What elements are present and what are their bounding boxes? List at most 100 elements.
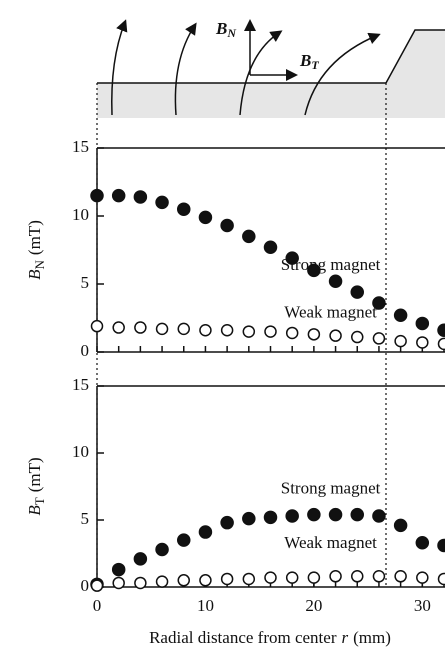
data-point — [155, 195, 169, 210]
field-arrow — [174, 22, 197, 116]
data-point — [112, 321, 125, 334]
data-point — [416, 336, 429, 349]
y-axis-label: BT (mT) — [25, 457, 47, 515]
data-point — [177, 202, 191, 216]
y-tick-label: 10 — [72, 205, 89, 224]
x-label-unit: (mm) — [353, 628, 391, 647]
data-point — [329, 570, 342, 583]
y-label-symbol: B — [25, 505, 44, 516]
data-point — [242, 572, 256, 586]
data-point — [264, 325, 277, 338]
y-label-unit: (mT) — [25, 457, 44, 492]
x-tick-label: 0 — [93, 596, 102, 615]
data-point — [415, 536, 430, 550]
y-tick-label: 15 — [72, 137, 89, 156]
y-label-symbol: B — [25, 269, 44, 280]
data-point — [242, 325, 256, 338]
data-point — [220, 572, 234, 586]
data-point — [199, 574, 212, 587]
data-point — [351, 330, 364, 344]
data-point — [285, 509, 299, 523]
data-point — [437, 337, 445, 351]
data-point — [437, 538, 445, 553]
series-label: Strong magnet — [281, 479, 381, 498]
data-point — [263, 240, 278, 255]
y-tick-label: 15 — [72, 375, 89, 394]
series-label: Weak magnet — [284, 533, 377, 552]
data-point — [416, 571, 429, 584]
data-point — [198, 525, 213, 539]
data-point — [328, 507, 343, 522]
data-point — [437, 323, 445, 337]
data-point — [199, 323, 212, 337]
x-label-text: Radial distance from center — [149, 628, 337, 647]
data-point — [220, 218, 234, 233]
data-point — [133, 552, 148, 566]
field-arrow — [304, 32, 381, 116]
data-point — [177, 322, 190, 336]
field-arrow — [239, 30, 283, 116]
series-label: Strong magnet — [281, 255, 381, 274]
data-point — [155, 542, 169, 557]
x-tick-label: 20 — [305, 596, 322, 615]
x-tick-label: 10 — [197, 596, 214, 615]
data-point — [220, 323, 234, 337]
data-point — [328, 274, 343, 289]
x-tick-label: 30 — [414, 596, 431, 615]
data-point — [350, 285, 364, 299]
data-point — [329, 329, 342, 342]
magnet-surface — [97, 29, 445, 84]
magnet-diagram: BN BT — [96, 19, 445, 587]
data-point — [437, 572, 445, 586]
data-point — [242, 229, 256, 244]
data-point — [307, 507, 321, 522]
data-point — [111, 188, 126, 203]
y-tick-label: 5 — [81, 509, 90, 528]
data-point — [393, 518, 408, 533]
y-label-subscript: T — [32, 497, 47, 505]
data-point — [177, 533, 191, 547]
data-point — [372, 570, 386, 583]
data-point — [134, 576, 147, 590]
y-label-subscript: N — [32, 259, 47, 269]
data-point — [134, 321, 147, 334]
data-point — [350, 507, 364, 522]
x-axis-label: Radial distance from center r (mm) — [149, 628, 391, 647]
data-point — [351, 570, 364, 583]
data-point — [307, 571, 321, 584]
magnet-body — [97, 30, 445, 118]
data-point — [372, 509, 386, 523]
data-point — [198, 210, 213, 225]
data-point — [155, 575, 169, 588]
x-label-symbol: r — [341, 628, 348, 647]
data-point — [133, 190, 148, 204]
data-point — [90, 319, 104, 333]
normal-label: BN — [215, 19, 237, 40]
y-tick-label: 10 — [72, 442, 89, 461]
y-axis-label: BN (mT) — [25, 220, 47, 280]
data-point — [393, 308, 408, 323]
series-label: Weak magnet — [284, 303, 377, 322]
data-point — [111, 562, 126, 577]
data-point — [394, 570, 407, 583]
data-point — [285, 571, 299, 584]
tangential-label: BT — [299, 51, 319, 72]
y-tick-label: 0 — [81, 576, 90, 595]
data-point — [285, 326, 299, 340]
data-point — [285, 251, 299, 265]
data-point — [372, 296, 386, 310]
field-arrow — [111, 19, 128, 116]
data-point — [307, 263, 321, 278]
data-point — [112, 576, 125, 590]
data-point — [90, 579, 104, 592]
y-tick-label: 5 — [81, 273, 90, 292]
data-point — [394, 334, 407, 348]
y-label-unit: (mT) — [25, 220, 44, 255]
data-point — [177, 574, 190, 587]
data-point — [263, 510, 278, 525]
data-point — [155, 322, 169, 336]
data-point — [220, 515, 234, 530]
data-point — [242, 511, 256, 526]
data-point — [264, 571, 277, 584]
